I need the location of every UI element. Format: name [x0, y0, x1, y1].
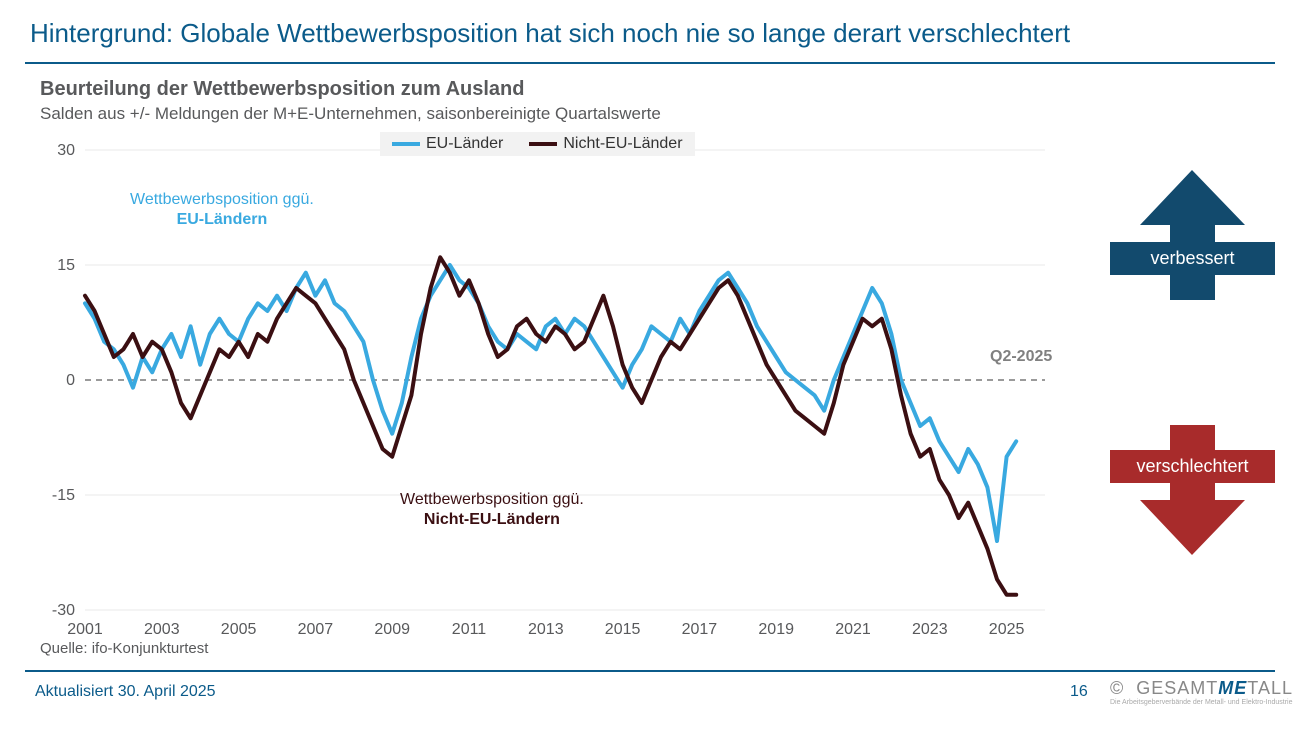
svg-text:2009: 2009: [374, 621, 410, 638]
svg-text:2015: 2015: [605, 621, 641, 638]
page-title: Hintergrund: Globale Wettbewerbsposition…: [30, 18, 1070, 49]
svg-text:2023: 2023: [912, 621, 948, 638]
footer-updated: Aktualisiert 30. April 2025: [35, 683, 216, 701]
footer-copy: ©: [1110, 678, 1124, 698]
brand-c: TALL: [1247, 678, 1293, 698]
svg-text:0: 0: [66, 372, 75, 389]
annot-eu-l1: Wettbewerbsposition ggü.: [130, 191, 314, 208]
source-text: Quelle: ifo-Konjunkturtest: [40, 640, 208, 657]
svg-text:2003: 2003: [144, 621, 180, 638]
chart-title: Beurteilung der Wettbewerbsposition zum …: [40, 78, 524, 101]
arrow-up-box: verbessert: [1110, 170, 1275, 345]
brand-a: GESAMT: [1136, 678, 1218, 698]
svg-text:2013: 2013: [528, 621, 564, 638]
svg-text:2005: 2005: [221, 621, 257, 638]
arrow-down-box: verschlechtert: [1110, 390, 1275, 565]
svg-text:2011: 2011: [452, 621, 487, 638]
svg-text:2017: 2017: [682, 621, 718, 638]
footer-rule: [25, 670, 1275, 672]
legend-label-neu: Nicht-EU-Länder: [563, 135, 682, 153]
svg-text:30: 30: [57, 142, 75, 159]
brand-b: ME: [1218, 678, 1247, 698]
svg-text:2001: 2001: [67, 621, 103, 638]
svg-text:-15: -15: [52, 487, 75, 504]
svg-text:2025: 2025: [989, 621, 1025, 638]
improved-tag: verbessert: [1110, 242, 1275, 275]
legend-label-eu: EU-Länder: [426, 135, 503, 153]
legend: EU-Länder Nicht-EU-Länder: [380, 132, 695, 156]
chart-subtitle: Salden aus +/- Meldungen der M+E-Unterne…: [40, 104, 661, 124]
worsened-tag: verschlechtert: [1110, 450, 1275, 483]
svg-text:2019: 2019: [758, 621, 794, 638]
annot-neu-l2: Nicht-EU-Ländern: [424, 511, 560, 528]
title-rule: [25, 62, 1275, 64]
legend-swatch-neu: [529, 142, 557, 146]
annotation-neu: Wettbewerbsposition ggü. Nicht-EU-Länder…: [400, 490, 584, 530]
footer-page-number: 16: [1070, 683, 1088, 701]
legend-swatch-eu: [392, 142, 420, 146]
svg-text:-30: -30: [52, 602, 75, 619]
annotation-eu: Wettbewerbsposition ggü. EU-Ländern: [130, 190, 314, 230]
q2-2025-label: Q2-2025: [990, 348, 1052, 366]
footer-logo: © GESAMTMETALL Die Arbeitsgeberverbände …: [1110, 678, 1293, 706]
annot-eu-l2: EU-Ländern: [177, 211, 268, 228]
brand-sub: Die Arbeitsgeberverbände der Metall- und…: [1110, 699, 1293, 706]
svg-text:2021: 2021: [835, 621, 871, 638]
svg-text:15: 15: [57, 257, 75, 274]
svg-text:2007: 2007: [298, 621, 334, 638]
annot-neu-l1: Wettbewerbsposition ggü.: [400, 491, 584, 508]
